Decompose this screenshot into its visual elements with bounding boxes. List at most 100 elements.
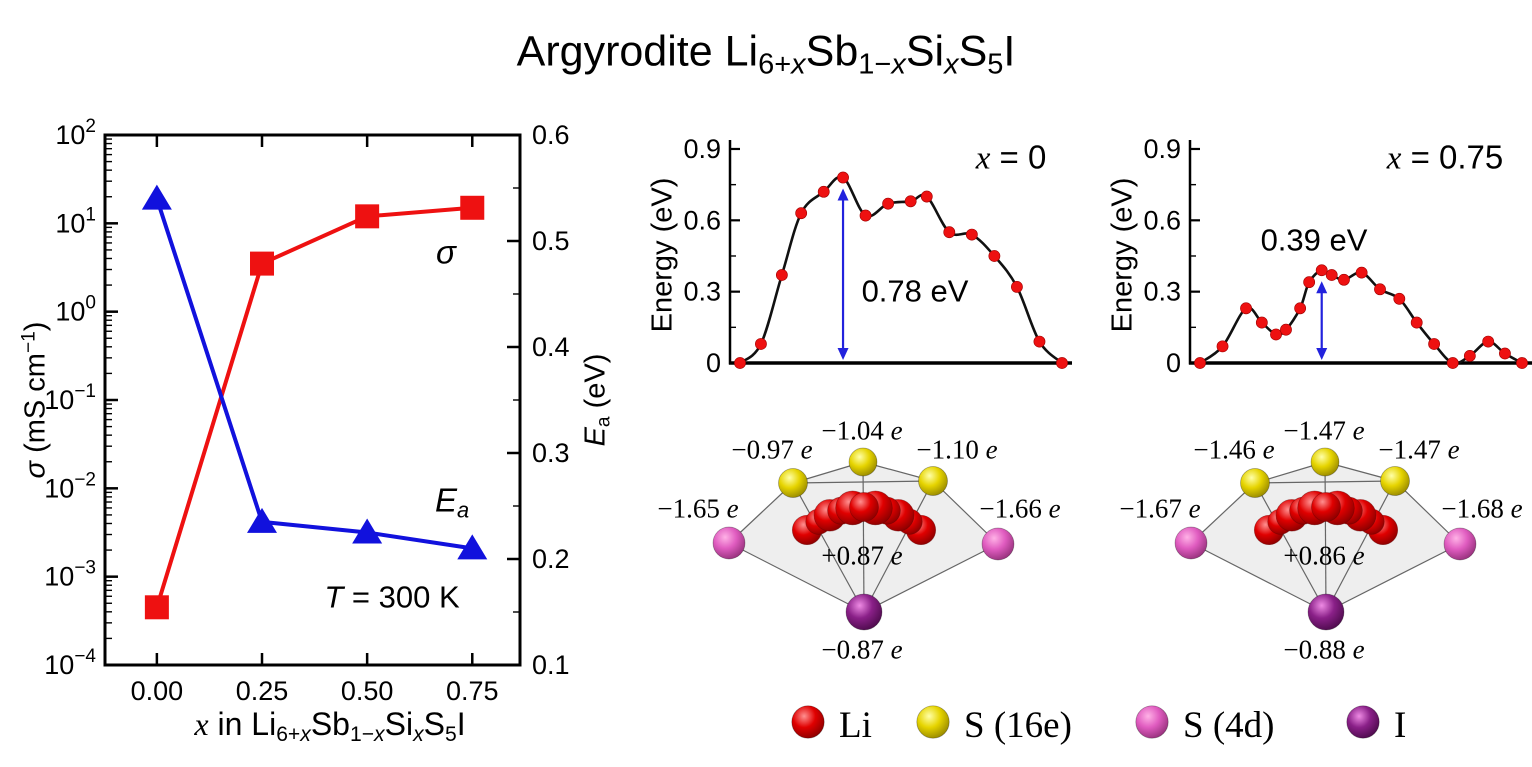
left-chart-xaxis-label: x in Li6+xSb1−xSixS5I <box>194 706 466 746</box>
s16e-sphere <box>1310 447 1340 477</box>
charge-label-s4d-left-x0: −1.65 e <box>657 493 739 524</box>
ea-tick-label: 0.3 <box>532 438 570 468</box>
sigma-tick-label: 10−1 <box>44 381 96 415</box>
sigma-tick-label: 100 <box>55 293 96 327</box>
neb-data-point <box>1011 281 1023 293</box>
li-arc-sphere <box>1311 492 1341 522</box>
charge-label-iodine-x0: −0.87 e <box>821 634 903 665</box>
sigma-tick-label: 10−4 <box>44 646 96 680</box>
neb-data-point <box>1280 323 1292 336</box>
x-tick-label: 0.25 <box>236 676 289 706</box>
figure-title: Argyrodite Li6+xSb1−xSixS5I <box>516 27 1016 81</box>
li-arc-sphere <box>849 492 879 522</box>
x-tick-label: 0.00 <box>131 676 184 706</box>
sigma-series-line <box>154 205 473 608</box>
legend-label-i: I <box>1394 705 1407 746</box>
energy-tick-label: 0.6 <box>1143 205 1181 235</box>
neb-x0-title: x = 0 <box>975 138 1047 177</box>
neb-data-point <box>1410 316 1423 329</box>
charge-label-s4d-left-x075: −1.67 e <box>1119 493 1201 524</box>
neb-data-point <box>1463 349 1476 362</box>
neb-data-point <box>920 190 933 203</box>
neb-data-point <box>1033 335 1046 348</box>
s4d-sphere <box>1443 527 1477 561</box>
ea-series-line <box>154 197 473 551</box>
neb-data-point <box>817 185 830 198</box>
s16e-sphere <box>1240 468 1270 498</box>
charge-label-s16e-right-x075: −1.47 e <box>1378 434 1460 465</box>
x-tick-label: 0.50 <box>341 676 394 706</box>
charge-label-s16e-left-x075: −1.46 e <box>1193 434 1275 465</box>
legend-item-li: Li <box>790 704 872 747</box>
neb-data-point <box>1482 335 1495 348</box>
neb-data-point <box>988 250 1001 262</box>
neb-data-point <box>734 357 746 369</box>
energy-tick-label: 0 <box>1166 348 1181 378</box>
barrier-arrowhead-down <box>1316 348 1328 360</box>
neb-data-point <box>795 207 808 220</box>
neb-data-point <box>1240 302 1252 315</box>
s16e-sphere <box>1380 466 1410 496</box>
charge-label-s4d-right-x075: −1.68 e <box>1441 493 1523 524</box>
s4d-sphere <box>1174 526 1208 560</box>
charge-label-s16e-left-x0: −0.97 e <box>731 434 813 465</box>
neb-data-point <box>943 226 956 239</box>
charge-label-iodine-x075: −0.88 e <box>1283 634 1365 665</box>
neb-data-point <box>1516 357 1528 369</box>
i-sphere <box>845 593 883 631</box>
energy-tick-label: 0.9 <box>1143 134 1181 164</box>
neb-data-point <box>1255 316 1268 329</box>
barrier-arrowhead-up <box>837 188 849 201</box>
ea-tick-label: 0.2 <box>532 544 570 574</box>
left-chart: 0.00 0.25 0.50 0.75 102 101 100 10−1 10−2 10−3 10−… <box>44 116 569 706</box>
neb-x075-title: x = 0.75 <box>1386 138 1504 177</box>
charge-label-s16e-right-x0: −1.10 e <box>916 434 998 465</box>
ea-tick-label: 0.1 <box>532 650 570 680</box>
ea-marker <box>141 184 172 210</box>
legend-label-s16e: S (16e) <box>964 705 1072 746</box>
structure-x0 <box>712 447 1015 631</box>
sigma-marker <box>144 595 169 620</box>
charge-label-s16e-top-x0: −1.04 e <box>821 415 903 446</box>
sigma-marker <box>355 204 380 229</box>
charge-label-li-x0: +0.87 e <box>821 540 903 571</box>
s16e-sphere <box>918 466 948 496</box>
legend-label-li: Li <box>839 705 872 746</box>
neb-profile-x075: 0 0.3 0.6 0.9 <box>1143 134 1532 378</box>
neb-data-point <box>1355 266 1368 279</box>
structure-x075 <box>1174 447 1477 631</box>
sigma-tick-label: 102 <box>55 116 96 150</box>
energy-tick-label: 0.6 <box>683 205 721 235</box>
s4d-sphere <box>981 527 1015 561</box>
neb-data-point <box>1428 338 1440 350</box>
ea-marker <box>247 507 278 533</box>
barrier-arrowhead-up <box>1316 281 1328 294</box>
neb-curve <box>1199 268 1523 365</box>
ea-marker <box>352 518 383 544</box>
energy-tick-label: 0 <box>706 348 721 378</box>
legend-item-i: I <box>1345 704 1406 747</box>
neb-x075-barrier-label: 0.39 eV <box>1260 222 1368 258</box>
neb-data-point <box>1325 269 1338 281</box>
neb-data-point <box>1446 357 1459 369</box>
s16e-sphere-icon <box>915 705 951 744</box>
legend-item-s4d: S (4d) <box>1134 704 1274 747</box>
neb-data-point <box>1216 340 1229 353</box>
x-tick-label: 0.75 <box>446 676 499 706</box>
left-chart-yaxis-label-ea: Ea (eV) <box>579 353 615 447</box>
neb-x0-yaxis-label: Energy (eV) <box>646 177 679 333</box>
s4d-sphere <box>712 526 746 560</box>
charge-label-li-x075: +0.86 e <box>1283 540 1365 571</box>
ea-marker <box>457 534 488 560</box>
neb-data-point <box>1374 283 1386 296</box>
neb-curve <box>739 175 1063 365</box>
sigma-series-label: σ <box>436 233 456 271</box>
neb-data-point <box>1270 328 1282 341</box>
neb-profile-x0: 0 0.3 0.6 0.9 <box>683 134 1072 378</box>
legend-label-s4d: S (4d) <box>1183 705 1275 746</box>
neb-data-point <box>1194 357 1206 369</box>
sigma-tick-label: 10−3 <box>44 558 96 592</box>
energy-tick-label: 0.9 <box>683 134 721 164</box>
sigma-marker <box>250 251 275 276</box>
